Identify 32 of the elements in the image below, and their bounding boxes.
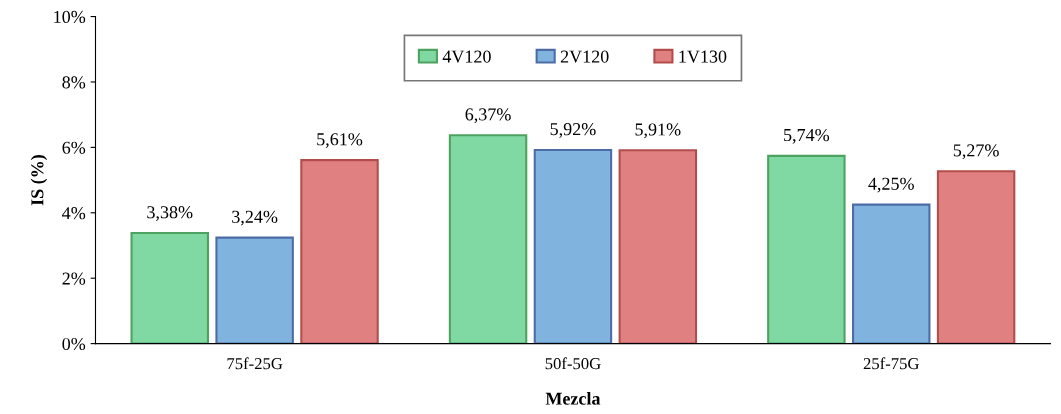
- data-label: 4,25%: [868, 177, 914, 193]
- data-label: 3,24%: [232, 210, 278, 226]
- bar: [533, 148, 613, 344]
- x-axis-title: Mezcla: [545, 392, 601, 405]
- y-tick-label: 4%: [62, 207, 86, 220]
- y-tick-label: 8%: [62, 76, 86, 89]
- data-label: 6,37%: [465, 108, 511, 124]
- bar: [215, 236, 294, 344]
- y-tick-label: 10%: [54, 10, 86, 24]
- legend-label: 4V120: [442, 50, 491, 63]
- bar: [448, 134, 528, 344]
- y-tick-label: 2%: [62, 272, 86, 285]
- legend-label: 1V130: [679, 50, 727, 63]
- legend-label: 2V120: [560, 50, 609, 63]
- bar: [936, 170, 1016, 344]
- data-label: 3,38%: [147, 206, 193, 221]
- y-axis-title: IS (%): [30, 155, 48, 206]
- y-tick-label: 0%: [62, 337, 86, 351]
- data-label: 5,74%: [784, 128, 830, 144]
- bar: [618, 149, 698, 344]
- data-label: 5,61%: [317, 133, 363, 148]
- x-tick-label: 75f-25G: [227, 357, 283, 370]
- bar: [852, 203, 931, 344]
- data-label: 5,91%: [635, 123, 681, 139]
- x-tick-label: 50f-50G: [545, 357, 601, 370]
- y-tick-label: 6%: [62, 141, 86, 154]
- data-label: 5,27%: [953, 144, 999, 160]
- bar: [300, 159, 379, 344]
- bar: [767, 154, 846, 344]
- x-tick-label: 25f-75G: [863, 357, 919, 370]
- data-label: 5,92%: [550, 123, 596, 138]
- bar: [130, 232, 209, 344]
